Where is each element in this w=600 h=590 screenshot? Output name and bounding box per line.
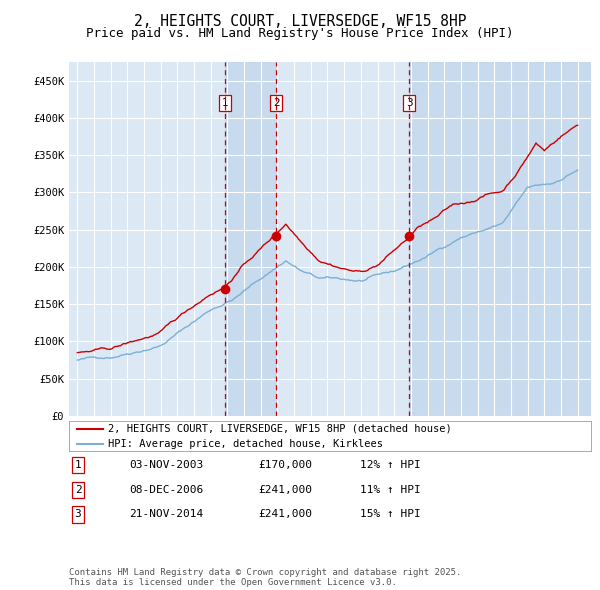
Text: 21-NOV-2014: 21-NOV-2014 bbox=[129, 510, 203, 519]
Text: 2, HEIGHTS COURT, LIVERSEDGE, WF15 8HP: 2, HEIGHTS COURT, LIVERSEDGE, WF15 8HP bbox=[134, 14, 466, 30]
Text: 1: 1 bbox=[74, 460, 82, 470]
Text: 15% ↑ HPI: 15% ↑ HPI bbox=[360, 510, 421, 519]
Text: 11% ↑ HPI: 11% ↑ HPI bbox=[360, 485, 421, 494]
Text: 12% ↑ HPI: 12% ↑ HPI bbox=[360, 460, 421, 470]
Text: Contains HM Land Registry data © Crown copyright and database right 2025.
This d: Contains HM Land Registry data © Crown c… bbox=[69, 568, 461, 587]
Text: 1: 1 bbox=[221, 98, 228, 108]
Bar bbox=[225, 62, 276, 416]
Text: 3: 3 bbox=[406, 98, 412, 108]
Text: 2: 2 bbox=[273, 98, 280, 108]
Text: 3: 3 bbox=[74, 510, 82, 519]
Text: HPI: Average price, detached house, Kirklees: HPI: Average price, detached house, Kirk… bbox=[108, 439, 383, 448]
Text: 08-DEC-2006: 08-DEC-2006 bbox=[129, 485, 203, 494]
Text: £241,000: £241,000 bbox=[258, 485, 312, 494]
Text: 2: 2 bbox=[74, 485, 82, 494]
Text: 03-NOV-2003: 03-NOV-2003 bbox=[129, 460, 203, 470]
Text: £241,000: £241,000 bbox=[258, 510, 312, 519]
Text: Price paid vs. HM Land Registry's House Price Index (HPI): Price paid vs. HM Land Registry's House … bbox=[86, 27, 514, 40]
Text: 2, HEIGHTS COURT, LIVERSEDGE, WF15 8HP (detached house): 2, HEIGHTS COURT, LIVERSEDGE, WF15 8HP (… bbox=[108, 424, 452, 434]
Bar bbox=[409, 62, 591, 416]
Text: £170,000: £170,000 bbox=[258, 460, 312, 470]
